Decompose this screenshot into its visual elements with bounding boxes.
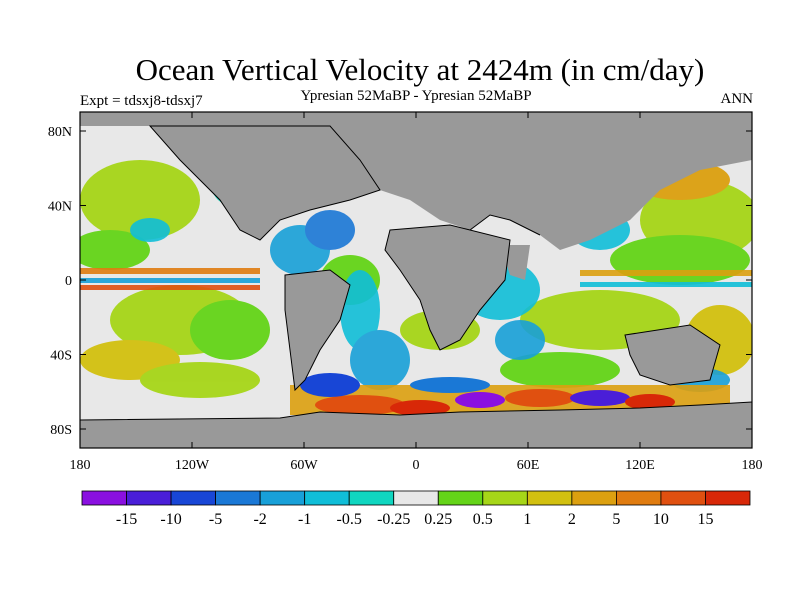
season-label: ANN [720, 91, 754, 107]
lat-tick-label: 40S [50, 349, 72, 364]
experiment-label: Expt = tdsxj8-tdsxj7 [80, 93, 203, 109]
lat-tick-label: 80N [48, 125, 72, 140]
lat-tick-label: 80S [50, 423, 72, 438]
latitude-axis: 80N 40N 0 40S 80S [48, 125, 752, 438]
colorbar-label: -0.5 [337, 511, 362, 528]
lon-tick-label: 120W [175, 458, 210, 473]
colorbar-swatch [437, 490, 484, 506]
colorbar-swatch [660, 490, 706, 506]
colorbar-label: -0.25 [377, 511, 410, 528]
colorbar-swatch [215, 490, 261, 506]
lon-tick-label: 60E [517, 458, 540, 473]
colorbar-swatch [616, 490, 662, 506]
velocity-field [80, 112, 752, 448]
colorbar-label: 5 [612, 511, 620, 528]
coastlines [80, 125, 752, 421]
land-mask [80, 112, 752, 448]
colorbar-swatch [348, 490, 395, 506]
colorbar-label: -5 [209, 511, 222, 528]
longitude-axis: 180 120W 60W 0 60E 120E 180 [70, 112, 763, 473]
colorbar-swatch [126, 490, 172, 506]
colorbar-label: 0.5 [473, 511, 493, 528]
colorbar-swatch [526, 490, 573, 506]
lon-tick-label: 180 [742, 458, 763, 473]
colorbar: -15 -10 -5 -2 -1 -0.5 -0.25 0.25 0.5 1 2 5 10 15 [81, 490, 751, 528]
colorbar-swatch [705, 490, 751, 506]
lon-tick-label: 60W [290, 458, 318, 473]
colorbar-label: -15 [116, 511, 137, 528]
colorbar-label: 2 [568, 511, 576, 528]
map-subtitle: Ypresian 52MaBP - Ypresian 52MaBP [300, 88, 532, 104]
colorbar-label: -1 [298, 511, 311, 528]
colorbar-swatch [304, 490, 350, 506]
lat-tick-label: 40N [48, 200, 72, 215]
colorbar-swatch [81, 490, 127, 506]
colorbar-label: 15 [697, 511, 713, 528]
map-title: Ocean Vertical Velocity at 2424m (in cm/… [135, 52, 705, 87]
lon-tick-label: 120E [625, 458, 655, 473]
colorbar-swatch [170, 490, 216, 506]
colorbar-label: 1 [523, 511, 531, 528]
colorbar-swatch [393, 490, 439, 506]
colorbar-label: 10 [653, 511, 669, 528]
lat-tick-label: 0 [65, 274, 72, 289]
colorbar-swatch [482, 490, 528, 506]
colorbar-swatch [259, 490, 306, 506]
colorbar-label: -10 [160, 511, 181, 528]
colorbar-label: -2 [253, 511, 266, 528]
lon-tick-label: 180 [70, 458, 91, 473]
lon-tick-label: 0 [413, 458, 420, 473]
colorbar-label: 0.25 [424, 511, 452, 528]
colorbar-swatch [571, 490, 617, 506]
